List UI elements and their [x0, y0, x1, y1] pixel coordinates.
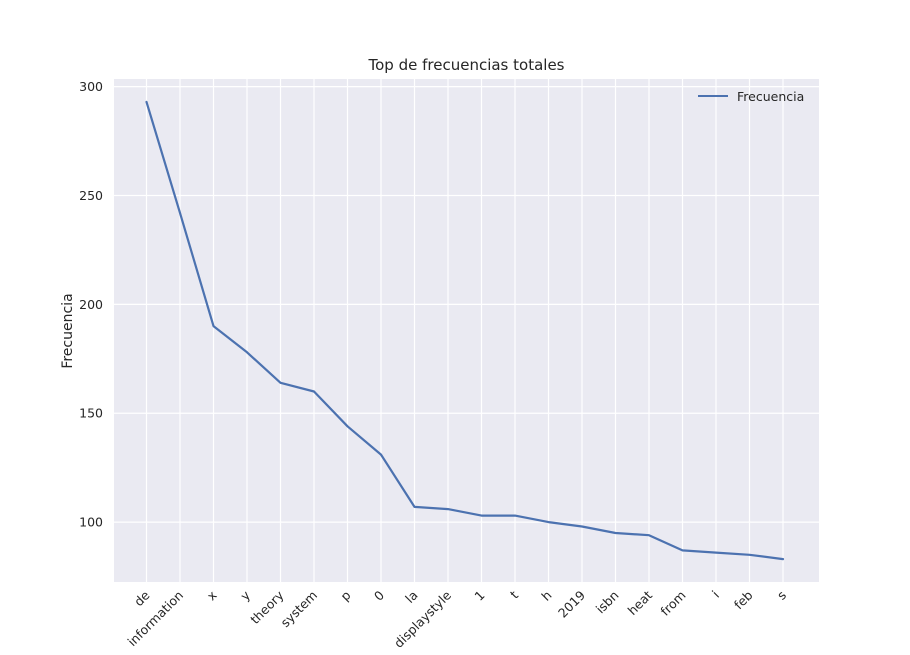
- x-tick-label: from: [657, 588, 688, 619]
- x-tick-label: x: [204, 588, 220, 604]
- data-point: [481, 515, 483, 517]
- y-axis-label: Frecuencia: [60, 293, 76, 368]
- data-point: [749, 554, 751, 556]
- x-tick-label: 0: [371, 587, 387, 603]
- series-line-layer: [145, 100, 785, 561]
- data-point: [313, 390, 315, 392]
- x-tick-label: 2019: [555, 587, 588, 620]
- x-tick-label: y: [237, 587, 253, 603]
- x-tick-label: p: [337, 587, 353, 603]
- y-tick-label: 100: [79, 515, 103, 530]
- chart-title: Top de frecuencias totales: [368, 56, 565, 74]
- grid-lines: [114, 79, 819, 582]
- data-point: [179, 212, 181, 214]
- series-line-frecuencia: [145, 100, 785, 561]
- data-point: [347, 425, 349, 427]
- data-point: [514, 515, 516, 517]
- data-point: [648, 534, 650, 536]
- data-point: [682, 549, 684, 551]
- legend-label-frecuencia: Frecuencia: [737, 89, 804, 104]
- x-tick-label: s: [774, 588, 789, 603]
- plot-area: [114, 79, 819, 582]
- x-tick-label: displaystyle: [391, 587, 454, 650]
- data-point: [280, 382, 282, 384]
- x-tick-label: heat: [625, 587, 656, 618]
- x-tick-label: feb: [731, 587, 756, 612]
- data-point: [715, 552, 717, 554]
- x-tick-label: h: [538, 588, 554, 604]
- data-point: [213, 325, 215, 327]
- data-point: [615, 532, 617, 534]
- x-tick-label: de: [131, 587, 153, 609]
- data-point: [380, 454, 382, 456]
- y-tick-labels: 100 150 200 250 300: [79, 79, 103, 529]
- x-tick-label: system: [278, 588, 321, 631]
- data-point: [447, 508, 449, 510]
- y-tick-label: 300: [79, 79, 103, 94]
- y-tick-label: 150: [79, 406, 103, 421]
- y-tick-label: 250: [79, 188, 103, 203]
- data-point: [581, 525, 583, 527]
- data-point: [246, 351, 248, 353]
- data-point: [548, 521, 550, 523]
- x-tick-label: 1: [471, 588, 487, 604]
- y-tick-label: 200: [79, 297, 103, 312]
- x-tick-label: i: [709, 588, 722, 601]
- x-tick-label: isbn: [593, 588, 622, 617]
- data-point: [146, 101, 148, 103]
- x-tick-label: la: [402, 588, 420, 606]
- data-point: [782, 558, 784, 560]
- data-point: [414, 506, 416, 508]
- x-tick-label: t: [507, 587, 521, 601]
- legend: Frecuencia: [698, 89, 804, 104]
